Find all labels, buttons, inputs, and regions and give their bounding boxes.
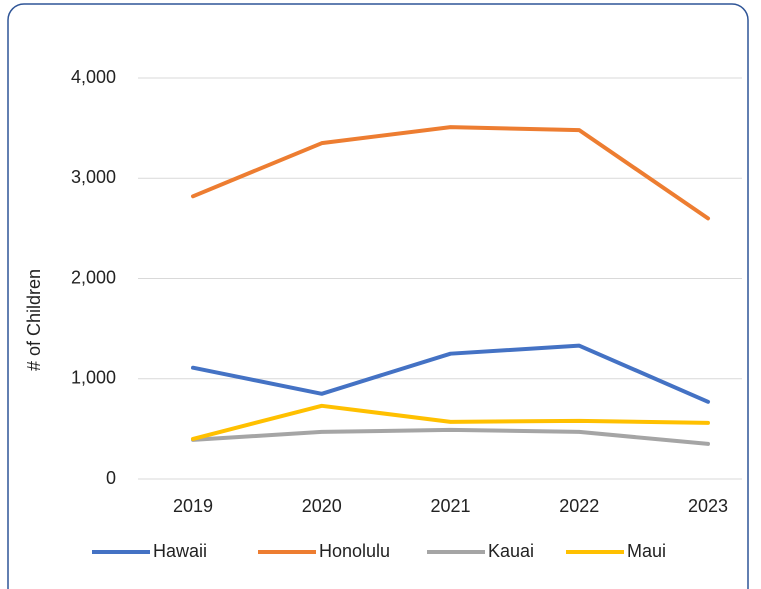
- y-tick-label: 3,000: [71, 167, 116, 187]
- x-tick-label: 2022: [559, 496, 599, 516]
- y-axis-label: # of Children: [24, 269, 44, 371]
- series-line: [191, 427, 710, 446]
- legend-label: Kauai: [488, 541, 534, 561]
- y-tick-label: 2,000: [71, 267, 116, 287]
- y-tick-label: 1,000: [71, 368, 116, 388]
- legend-label: Maui: [627, 541, 666, 561]
- series-line: [191, 403, 710, 441]
- x-tick-label: 2019: [173, 496, 213, 516]
- series-line: [191, 343, 710, 404]
- legend-label: Hawaii: [153, 541, 207, 561]
- x-tick-label: 2020: [302, 496, 342, 516]
- legend-label: Honolulu: [319, 541, 390, 561]
- y-tick-label: 4,000: [71, 67, 116, 87]
- y-tick-label: 0: [106, 468, 116, 488]
- series-line: [191, 125, 710, 221]
- x-tick-label: 2023: [688, 496, 728, 516]
- x-tick-label: 2021: [430, 496, 470, 516]
- chart-frame: [7, 3, 749, 589]
